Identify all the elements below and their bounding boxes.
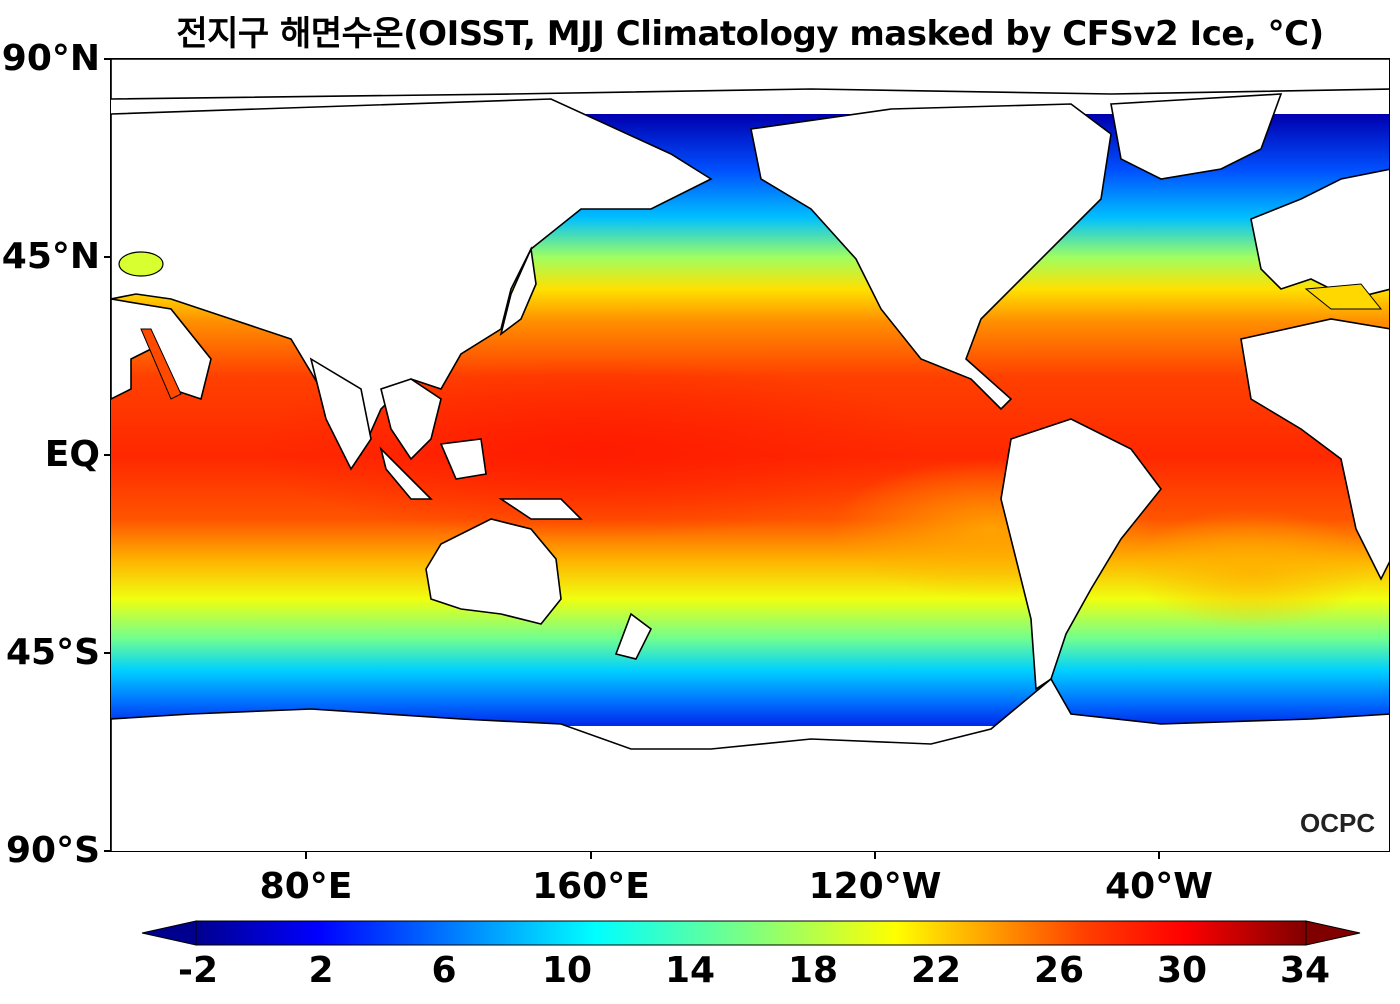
land-new-zealand bbox=[614, 612, 653, 660]
black-sea bbox=[118, 251, 164, 277]
colorbar-tick-label: 18 bbox=[787, 950, 839, 991]
y-label-45s: 45°S bbox=[5, 632, 100, 673]
x-tick bbox=[590, 852, 592, 859]
y-tick bbox=[104, 454, 111, 456]
y-tick bbox=[104, 850, 111, 852]
land-borneo bbox=[439, 438, 487, 480]
land-europe bbox=[1250, 168, 1389, 300]
colorbar-tick-label: 10 bbox=[541, 950, 593, 991]
colorbar-tick-label: 30 bbox=[1156, 950, 1208, 991]
map-title: 전지구 해면수온(OISST, MJJ Climatology masked b… bbox=[176, 14, 1324, 54]
land-indochina bbox=[380, 378, 442, 461]
x-label-40w: 40°W bbox=[1105, 866, 1213, 907]
land-greenland bbox=[1110, 93, 1283, 180]
land-arctic bbox=[111, 59, 1389, 100]
land-antarctica bbox=[111, 677, 1389, 851]
y-label-45n: 45°N bbox=[1, 236, 100, 277]
atlantic-cool bbox=[1131, 509, 1371, 629]
land-japan bbox=[499, 246, 537, 336]
ocpc-logo: OCPC bbox=[1300, 808, 1376, 838]
colorbar-tick-label: 22 bbox=[910, 950, 962, 991]
colorbar-tick-label: 6 bbox=[431, 950, 457, 991]
x-label-120w: 120°W bbox=[808, 866, 942, 907]
y-tick bbox=[104, 652, 111, 654]
mediterranean bbox=[1304, 283, 1383, 310]
land-sumatra bbox=[379, 446, 433, 500]
colorbar-max-arrow bbox=[1305, 920, 1361, 946]
x-label-160e: 160°E bbox=[532, 866, 650, 907]
x-tick bbox=[305, 852, 307, 859]
y-label-90n: 90°N bbox=[1, 38, 100, 79]
colorbar-tick-label: 34 bbox=[1279, 950, 1331, 991]
land-india bbox=[309, 357, 372, 471]
colorbar-gradient bbox=[195, 920, 1307, 946]
colorbar-min-arrow bbox=[141, 920, 197, 946]
sst-map bbox=[110, 58, 1390, 852]
land-new-guinea bbox=[498, 498, 583, 520]
sst-map-svg bbox=[111, 59, 1389, 851]
y-label-90s: 90°S bbox=[5, 830, 100, 871]
colorbar-tick-label: -2 bbox=[178, 950, 218, 991]
red-sea bbox=[140, 328, 182, 400]
colorbar-tick-label: 2 bbox=[308, 950, 334, 991]
colorbar-tick-label: 14 bbox=[664, 950, 716, 991]
land-masses bbox=[111, 59, 1389, 851]
x-tick bbox=[874, 852, 876, 859]
land-africa bbox=[1240, 318, 1389, 581]
x-tick bbox=[1158, 852, 1160, 859]
land-australia bbox=[425, 518, 562, 625]
y-tick bbox=[104, 58, 111, 60]
y-tick bbox=[104, 256, 111, 258]
land-south-america bbox=[1000, 418, 1163, 691]
y-label-eq: EQ bbox=[44, 434, 100, 475]
land-north-america bbox=[750, 103, 1112, 411]
land-asia bbox=[111, 98, 713, 456]
x-label-80e: 80°E bbox=[259, 866, 353, 907]
colorbar bbox=[141, 920, 1361, 946]
colorbar-tick-label: 26 bbox=[1033, 950, 1085, 991]
